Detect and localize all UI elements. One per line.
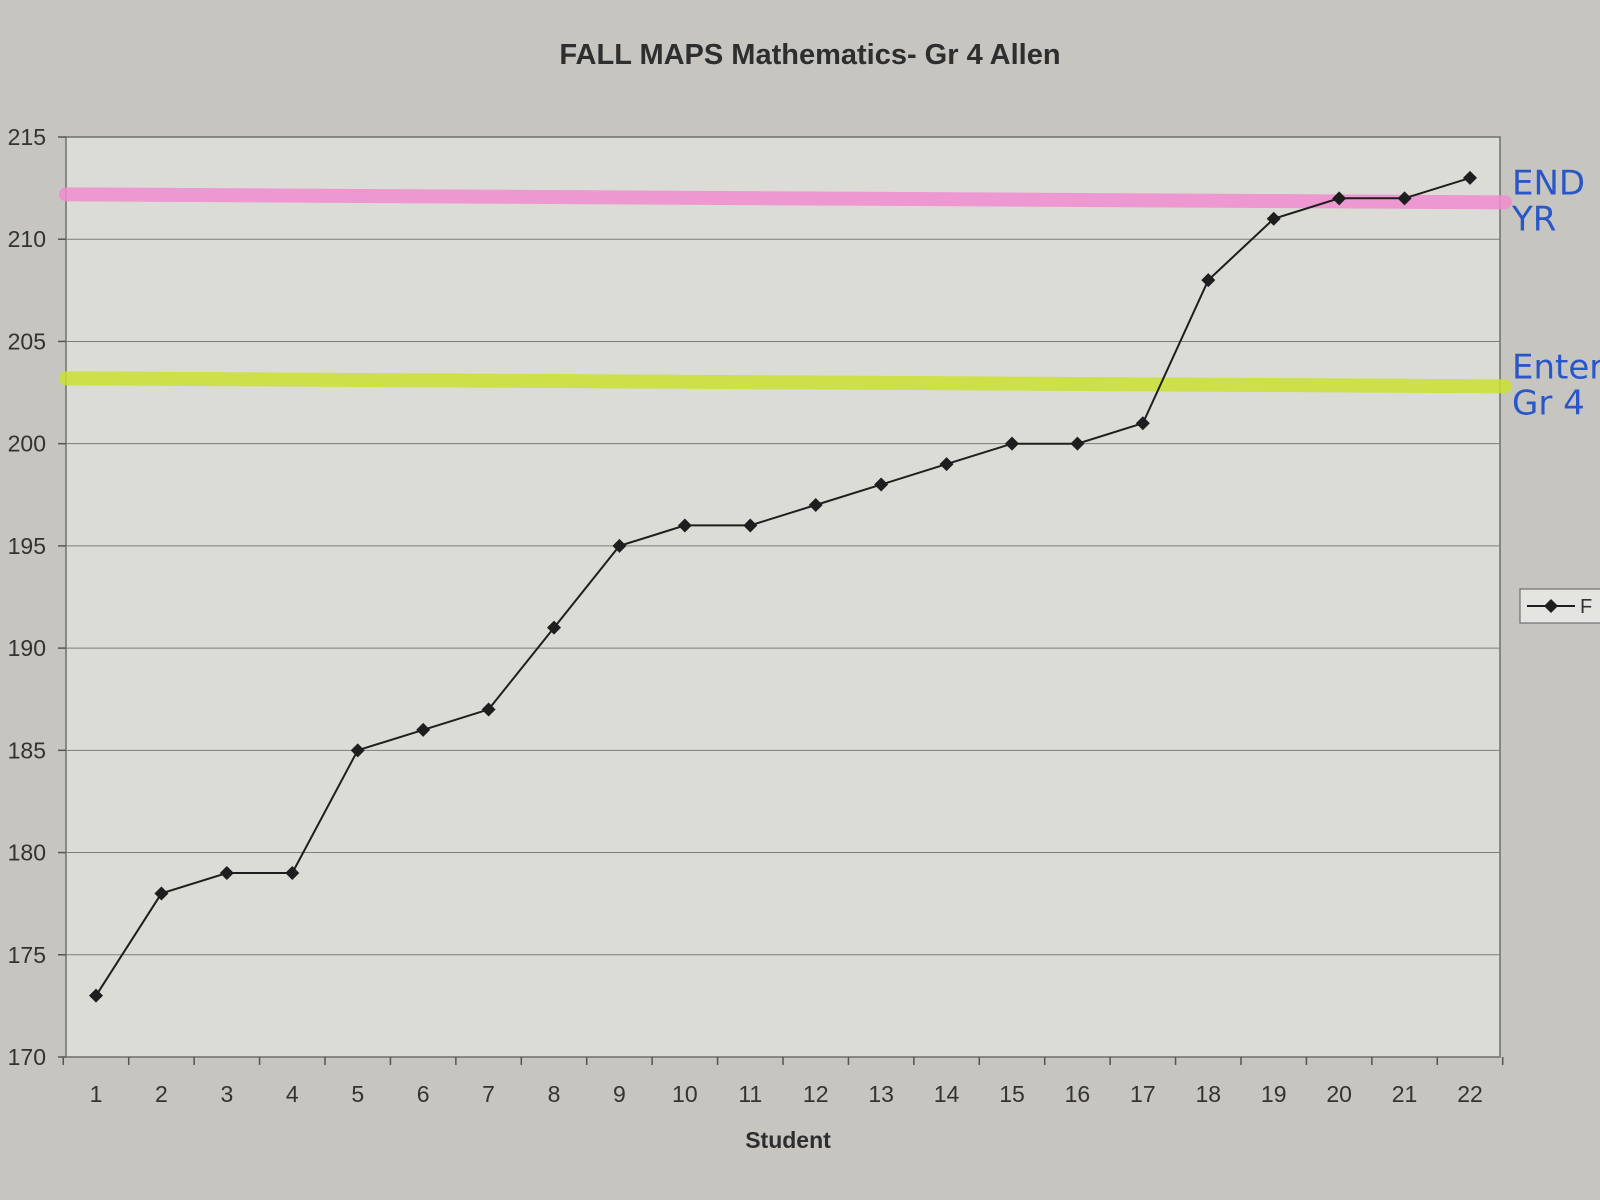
series-layer [89,170,1477,1003]
y-tick-label: 170 [8,1044,46,1070]
x-tick-label: 15 [999,1081,1025,1107]
x-tick-label: 1 [90,1081,103,1107]
data-point [416,722,431,737]
data-point [1201,273,1216,288]
x-tick-label: 7 [482,1081,495,1107]
x-tick-label: 22 [1457,1081,1483,1107]
y-tick-label: 175 [8,942,46,968]
y-tick-label: 185 [8,737,46,763]
plot-area [65,136,1501,1058]
x-tick-label: 17 [1130,1081,1156,1107]
x-tick-label: 5 [351,1081,364,1107]
x-tick-label: 4 [286,1081,299,1107]
data-point [154,886,169,901]
legend-marker [1544,599,1558,613]
reference-line [59,371,1512,394]
x-tick-label: 6 [417,1081,430,1107]
x-tick-label: 20 [1326,1081,1352,1107]
x-tick-label: 10 [672,1081,698,1107]
data-point [1397,191,1412,206]
y-tick-label: 215 [8,124,46,150]
legend: F [1519,588,1600,624]
y-tick-label: 200 [8,431,46,457]
chart-title: FALL MAPS Mathematics- Gr 4 Allen [559,39,1060,71]
data-point [89,988,103,1003]
data-point [743,518,758,533]
reference-line [59,187,1512,210]
legend-label: F [1580,596,1592,618]
x-tick-label: 11 [738,1081,762,1107]
data-point [1266,211,1281,226]
reference-line-label: YR [1511,199,1556,239]
data-point [1070,436,1085,451]
data-point [1332,191,1347,206]
x-tick-label: 3 [220,1081,233,1107]
x-axis-title: Student [745,1127,831,1153]
x-tick-label: 18 [1195,1081,1221,1107]
data-point [874,477,889,492]
data-point [1135,416,1150,431]
data-point [808,498,823,512]
reference-line-label: Gr 4 [1512,383,1585,423]
y-tick-label: 205 [8,328,46,354]
reference-line-label: END [1512,163,1585,203]
gridlines [66,238,1500,956]
x-tick-label: 14 [934,1081,960,1107]
data-point [1005,436,1019,451]
reference-line-label: Enter [1512,347,1600,387]
data-point [350,743,365,758]
data-point [547,620,561,635]
y-tick-label: 190 [8,635,46,661]
data-point [219,866,234,880]
x-tick-label: 19 [1261,1081,1287,1107]
reference-lines [59,187,1512,394]
series-line [95,176,1471,997]
y-tick-label: 210 [8,226,46,252]
x-tick-label: 8 [548,1081,561,1107]
x-tick-label: 2 [155,1081,168,1107]
x-tick-label: 12 [803,1081,829,1107]
data-point [612,538,627,553]
x-tick-label: 16 [1065,1081,1091,1107]
y-tick-label: 180 [8,840,46,866]
y-tick-label: 195 [8,533,46,559]
data-point [285,866,300,880]
data-point [481,702,496,717]
data-point [939,457,954,472]
data-point [1463,170,1477,185]
x-tick-label: 9 [613,1081,626,1107]
x-axis: 1 2 3 4 5 6 7 8 9 10 11 12 13 14 15 16 17 18 19 20 21 22 [62,1057,1504,1107]
data-point [677,518,692,533]
x-tick-label: 21 [1392,1081,1418,1107]
y-axis: 170 175 180 185 190 195 200 205 210 215 [8,124,66,1070]
x-tick-label: 13 [868,1081,894,1107]
